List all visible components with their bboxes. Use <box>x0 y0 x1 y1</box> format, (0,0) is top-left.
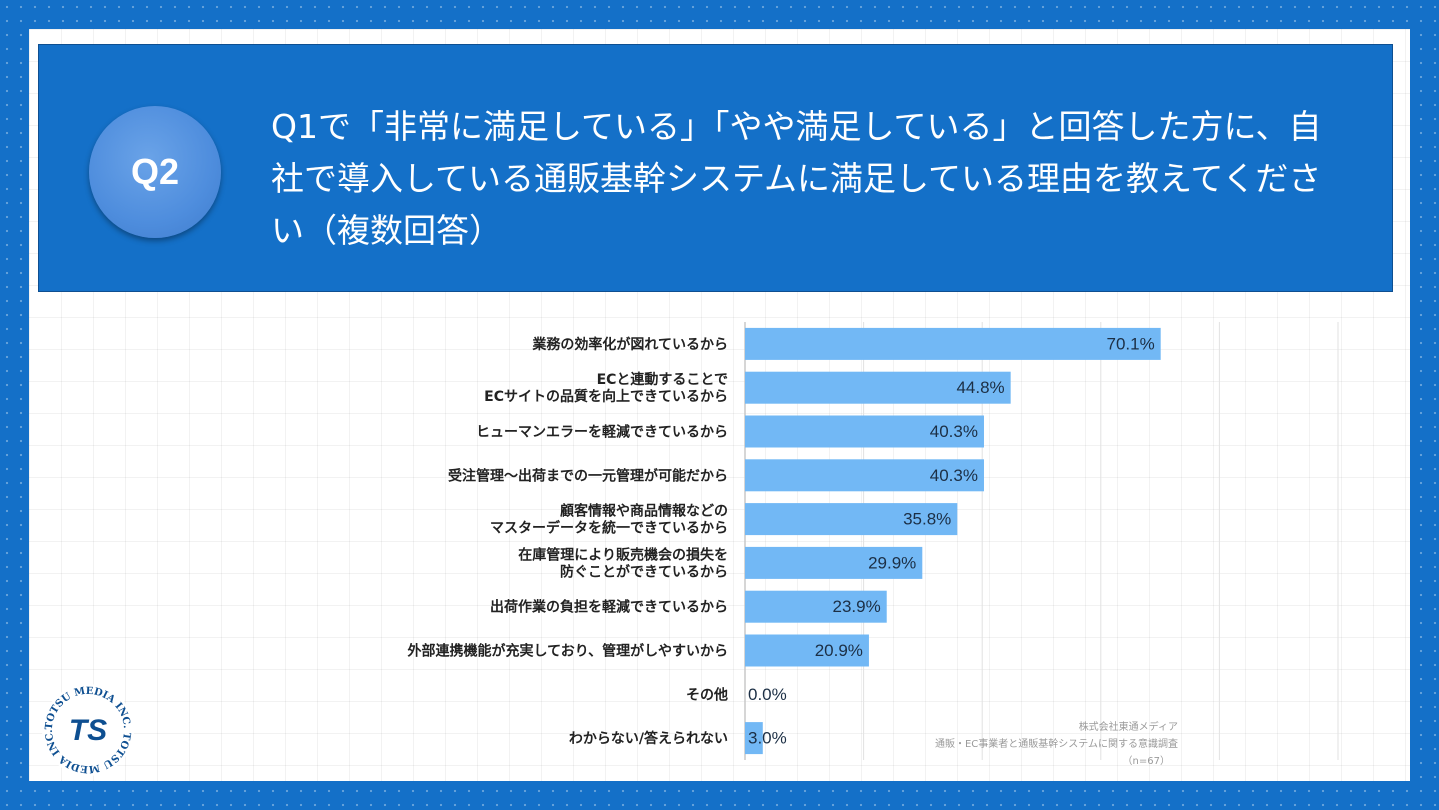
logo-mark: TS <box>69 714 107 747</box>
category-label: 出荷作業の負担を軽減できているから <box>490 599 728 616</box>
question-header: Q2 Q1で「非常に満足している」「やや満足している」と回答した方に、自社で導入… <box>38 44 1393 292</box>
bar <box>745 546 923 579</box>
value-label: 44.8% <box>956 378 1004 397</box>
category-label: わからない/答えられない <box>569 730 728 747</box>
value-label: 40.3% <box>930 422 978 441</box>
value-label: 70.1% <box>1106 334 1154 353</box>
value-label: 0.0% <box>748 685 787 704</box>
bar <box>745 634 869 667</box>
value-label: 29.9% <box>868 553 916 572</box>
question-text: Q1で「非常に満足している」「やや満足している」と回答した方に、自社で導入してい… <box>271 107 1322 250</box>
source-note: 株式会社東通メディア 通販・EC事業者と通販基幹システムに関する意識調査 （n=… <box>893 719 1178 770</box>
bar <box>745 590 887 623</box>
company-logo: TOTSU MEDIA INC. TOTSU MEDIA INC. TS <box>42 684 134 776</box>
category-label: 受注管理〜出荷までの一元管理が可能だから <box>448 467 728 484</box>
value-label: 40.3% <box>930 466 978 485</box>
bar <box>745 503 958 536</box>
bar <box>745 459 984 492</box>
value-label: 35.8% <box>903 510 951 529</box>
value-label: 3.0% <box>748 729 787 748</box>
bar <box>745 327 1161 360</box>
source-survey: 通販・EC事業者と通販基幹システムに関する意識調査 <box>934 739 1178 750</box>
category-label: 在庫管理により販売機会の損失を防ぐことができているから <box>518 546 728 580</box>
source-company: 株式会社東通メディア <box>1078 722 1178 733</box>
bar <box>745 415 984 448</box>
category-label: 顧客情報や商品情報などのマスターデータを統一できているから <box>490 503 728 537</box>
bar <box>745 722 763 755</box>
category-label: 外部連携機能が充実しており、管理がしやすいから <box>408 643 728 660</box>
category-label: ECと連動することで ECサイトの品質を向上できているから <box>484 371 728 405</box>
value-label: 23.9% <box>833 597 881 616</box>
bar <box>745 371 1011 404</box>
question-badge: Q2 <box>89 106 221 238</box>
value-label: 20.9% <box>815 641 863 660</box>
category-label: その他 <box>686 686 728 703</box>
source-sample: （n=67） <box>1122 756 1170 767</box>
category-label: 業務の効率化が図れているから <box>531 336 728 353</box>
category-label: ヒューマンエラーを軽減できているから <box>476 424 728 441</box>
